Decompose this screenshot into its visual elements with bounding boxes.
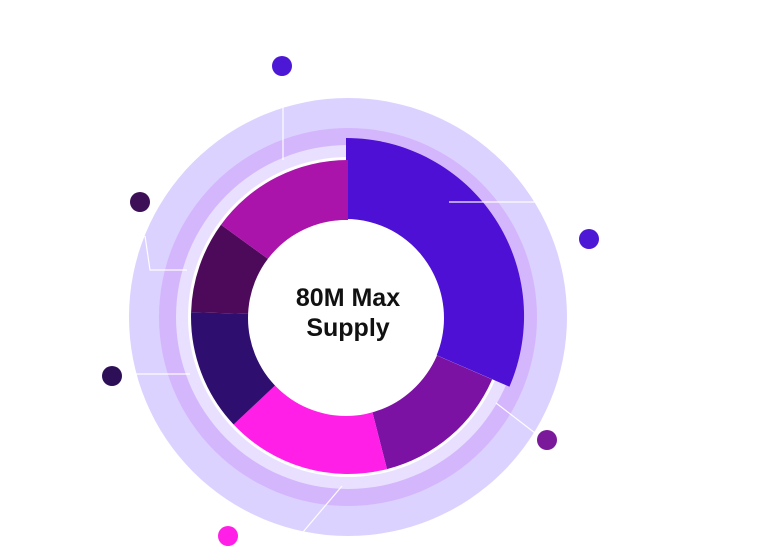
leader-lines xyxy=(135,106,536,533)
leader-line-6 xyxy=(302,485,343,533)
center-label: 80M Max Supply xyxy=(268,283,428,343)
donut-slice-1 xyxy=(346,137,525,387)
donut-slice-4 xyxy=(191,312,278,425)
center-label-line-1: 80M Max xyxy=(295,284,401,312)
marker-dots xyxy=(102,56,599,546)
marker-dot-4 xyxy=(218,526,238,546)
donut-slice-6 xyxy=(221,160,348,260)
leader-line-5 xyxy=(495,402,536,434)
marker-dot-1 xyxy=(272,56,292,76)
marker-dot-2 xyxy=(130,192,150,212)
donut-slice-5 xyxy=(191,224,270,314)
marker-dot-6 xyxy=(579,229,599,249)
marker-dot-5 xyxy=(537,430,557,450)
donut-slice-2 xyxy=(372,355,493,470)
leader-line-3 xyxy=(144,235,187,271)
center-label-line-2: Supply xyxy=(306,314,390,342)
donut-slices xyxy=(191,137,525,475)
donut-slice-3 xyxy=(233,383,387,475)
center-hole xyxy=(248,220,444,416)
marker-dot-3 xyxy=(102,366,122,386)
